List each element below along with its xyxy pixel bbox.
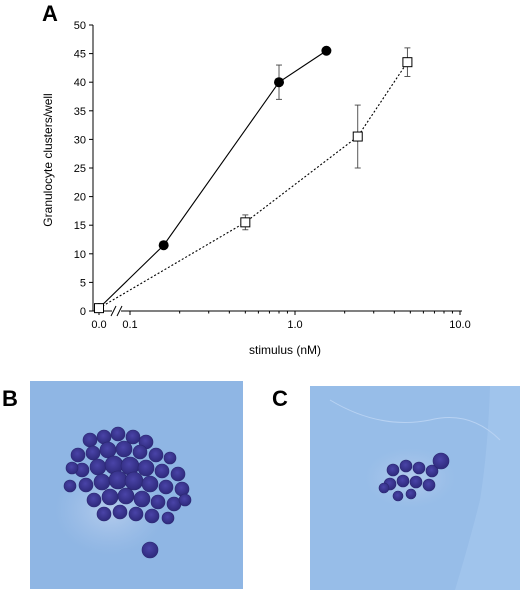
micrograph-b-cell [93,473,111,491]
micrograph-c-cytoplasm [365,448,455,508]
micrograph-b-cell [82,432,98,448]
micrograph-c-cell [405,488,417,500]
micrograph-c-cell [386,463,400,477]
micrograph-c-cell [378,482,390,494]
micrograph-b-cell [141,541,159,559]
micrograph-c-cell [425,464,439,478]
x-axis-label: stimulus (nM) [249,343,321,357]
micrograph-b-cell [154,463,170,479]
micrograph-c-cell [422,478,436,492]
x-tick-label: 0.1 [122,319,137,331]
micrograph-b-cell [78,477,94,493]
micrograph-c-fiber [329,399,501,441]
micrograph-b-cell [85,445,101,461]
micrograph-b-cell [115,440,133,458]
panel-label-b: B [2,386,18,411]
micrograph-c-cell [432,452,450,470]
micrograph-b-cell [133,490,151,508]
micrograph-c-cell [409,475,423,489]
micrograph-b-cell [70,447,86,463]
micrograph-b-cell [110,426,126,442]
axis-break-mark [116,305,123,317]
series-2-point [352,131,363,142]
micrograph-b-cell [132,444,148,460]
series-lines [98,50,408,309]
micrograph-b-cell [89,458,107,476]
micrograph-b-cell [63,479,77,493]
micrograph-c-cell [396,474,410,488]
y-tick-label: 5 [80,277,86,289]
y-tick-label: 45 [74,49,86,61]
x-tick-label: 10.0 [449,319,470,331]
micrograph-b-cell [150,494,166,510]
series-1-point [274,77,285,88]
y-axis-label: Granulocyte clusters/well [41,93,55,226]
micrograph-b-cell [161,511,175,525]
micrograph-b-cell [124,471,144,491]
y-tick-label: 40 [74,77,86,89]
micrograph-b-cell [163,451,177,465]
x-tick-label: 0.0 [91,319,106,331]
y-tick-label: 35 [74,106,86,118]
micrograph-b-cell [170,466,186,482]
micrograph-c-cell [392,490,404,502]
micrograph-b-cell [99,441,117,459]
y-tick-label: 15 [74,220,86,232]
micrograph-b-cell [108,470,128,490]
micrograph-b-cell [112,504,128,520]
micrograph-c-cell [412,461,426,475]
panel-label-c: C [272,386,288,411]
y-tick-label: 50 [74,20,86,32]
series-1-point [158,240,169,251]
error-bars [242,47,411,231]
micrograph-c [310,386,520,590]
chart-axes [92,25,462,317]
micrograph-b-cell [137,459,155,477]
series-2-line [98,61,408,309]
y-tick-label: 20 [74,192,86,204]
x-tick-label: 1.0 [287,319,302,331]
series-1-line [98,50,327,309]
micrograph-b-cell [144,508,160,524]
micrograph-b-cell [65,461,79,475]
dose-response-chart: 0 5 10 15 20 25 30 35 40 45 50 0.0 0.1 1.0 10.0 stimul… [41,20,471,357]
micrograph-b-cell [174,481,190,497]
micrograph-b-cells [63,426,192,559]
series-2-point [240,217,251,228]
panel-label-a: A [42,1,58,26]
micrograph-b-cell [101,488,119,506]
chart-ticks: 0 5 10 15 20 25 30 35 40 45 50 0.0 0.1 1.0 10.0 [74,20,471,331]
micrograph-b-cell [117,487,135,505]
micrograph-c-cells [378,452,450,502]
series-2-point [402,57,413,68]
y-tick-label: 0 [80,306,86,318]
y-tick-label: 10 [74,249,86,261]
series-2-point [94,303,104,314]
y-tick-label: 30 [74,134,86,146]
micrograph-b-cell [86,492,102,508]
y-tick-label: 25 [74,163,86,175]
micrograph-b-cell [96,506,112,522]
series-1-point [321,45,332,56]
micrograph-b-cell [148,447,164,463]
axis-break-mark [110,305,117,317]
micrograph-c-debris [455,386,520,590]
micrograph-b [30,381,243,589]
data-markers [94,45,413,314]
micrograph-b-cell [125,429,141,445]
micrograph-b-cell [128,506,144,522]
micrograph-b-cell [141,475,159,493]
micrograph-b-cell [178,493,192,507]
micrograph-b-cell [158,479,174,495]
micrograph-c-cell [399,459,413,473]
